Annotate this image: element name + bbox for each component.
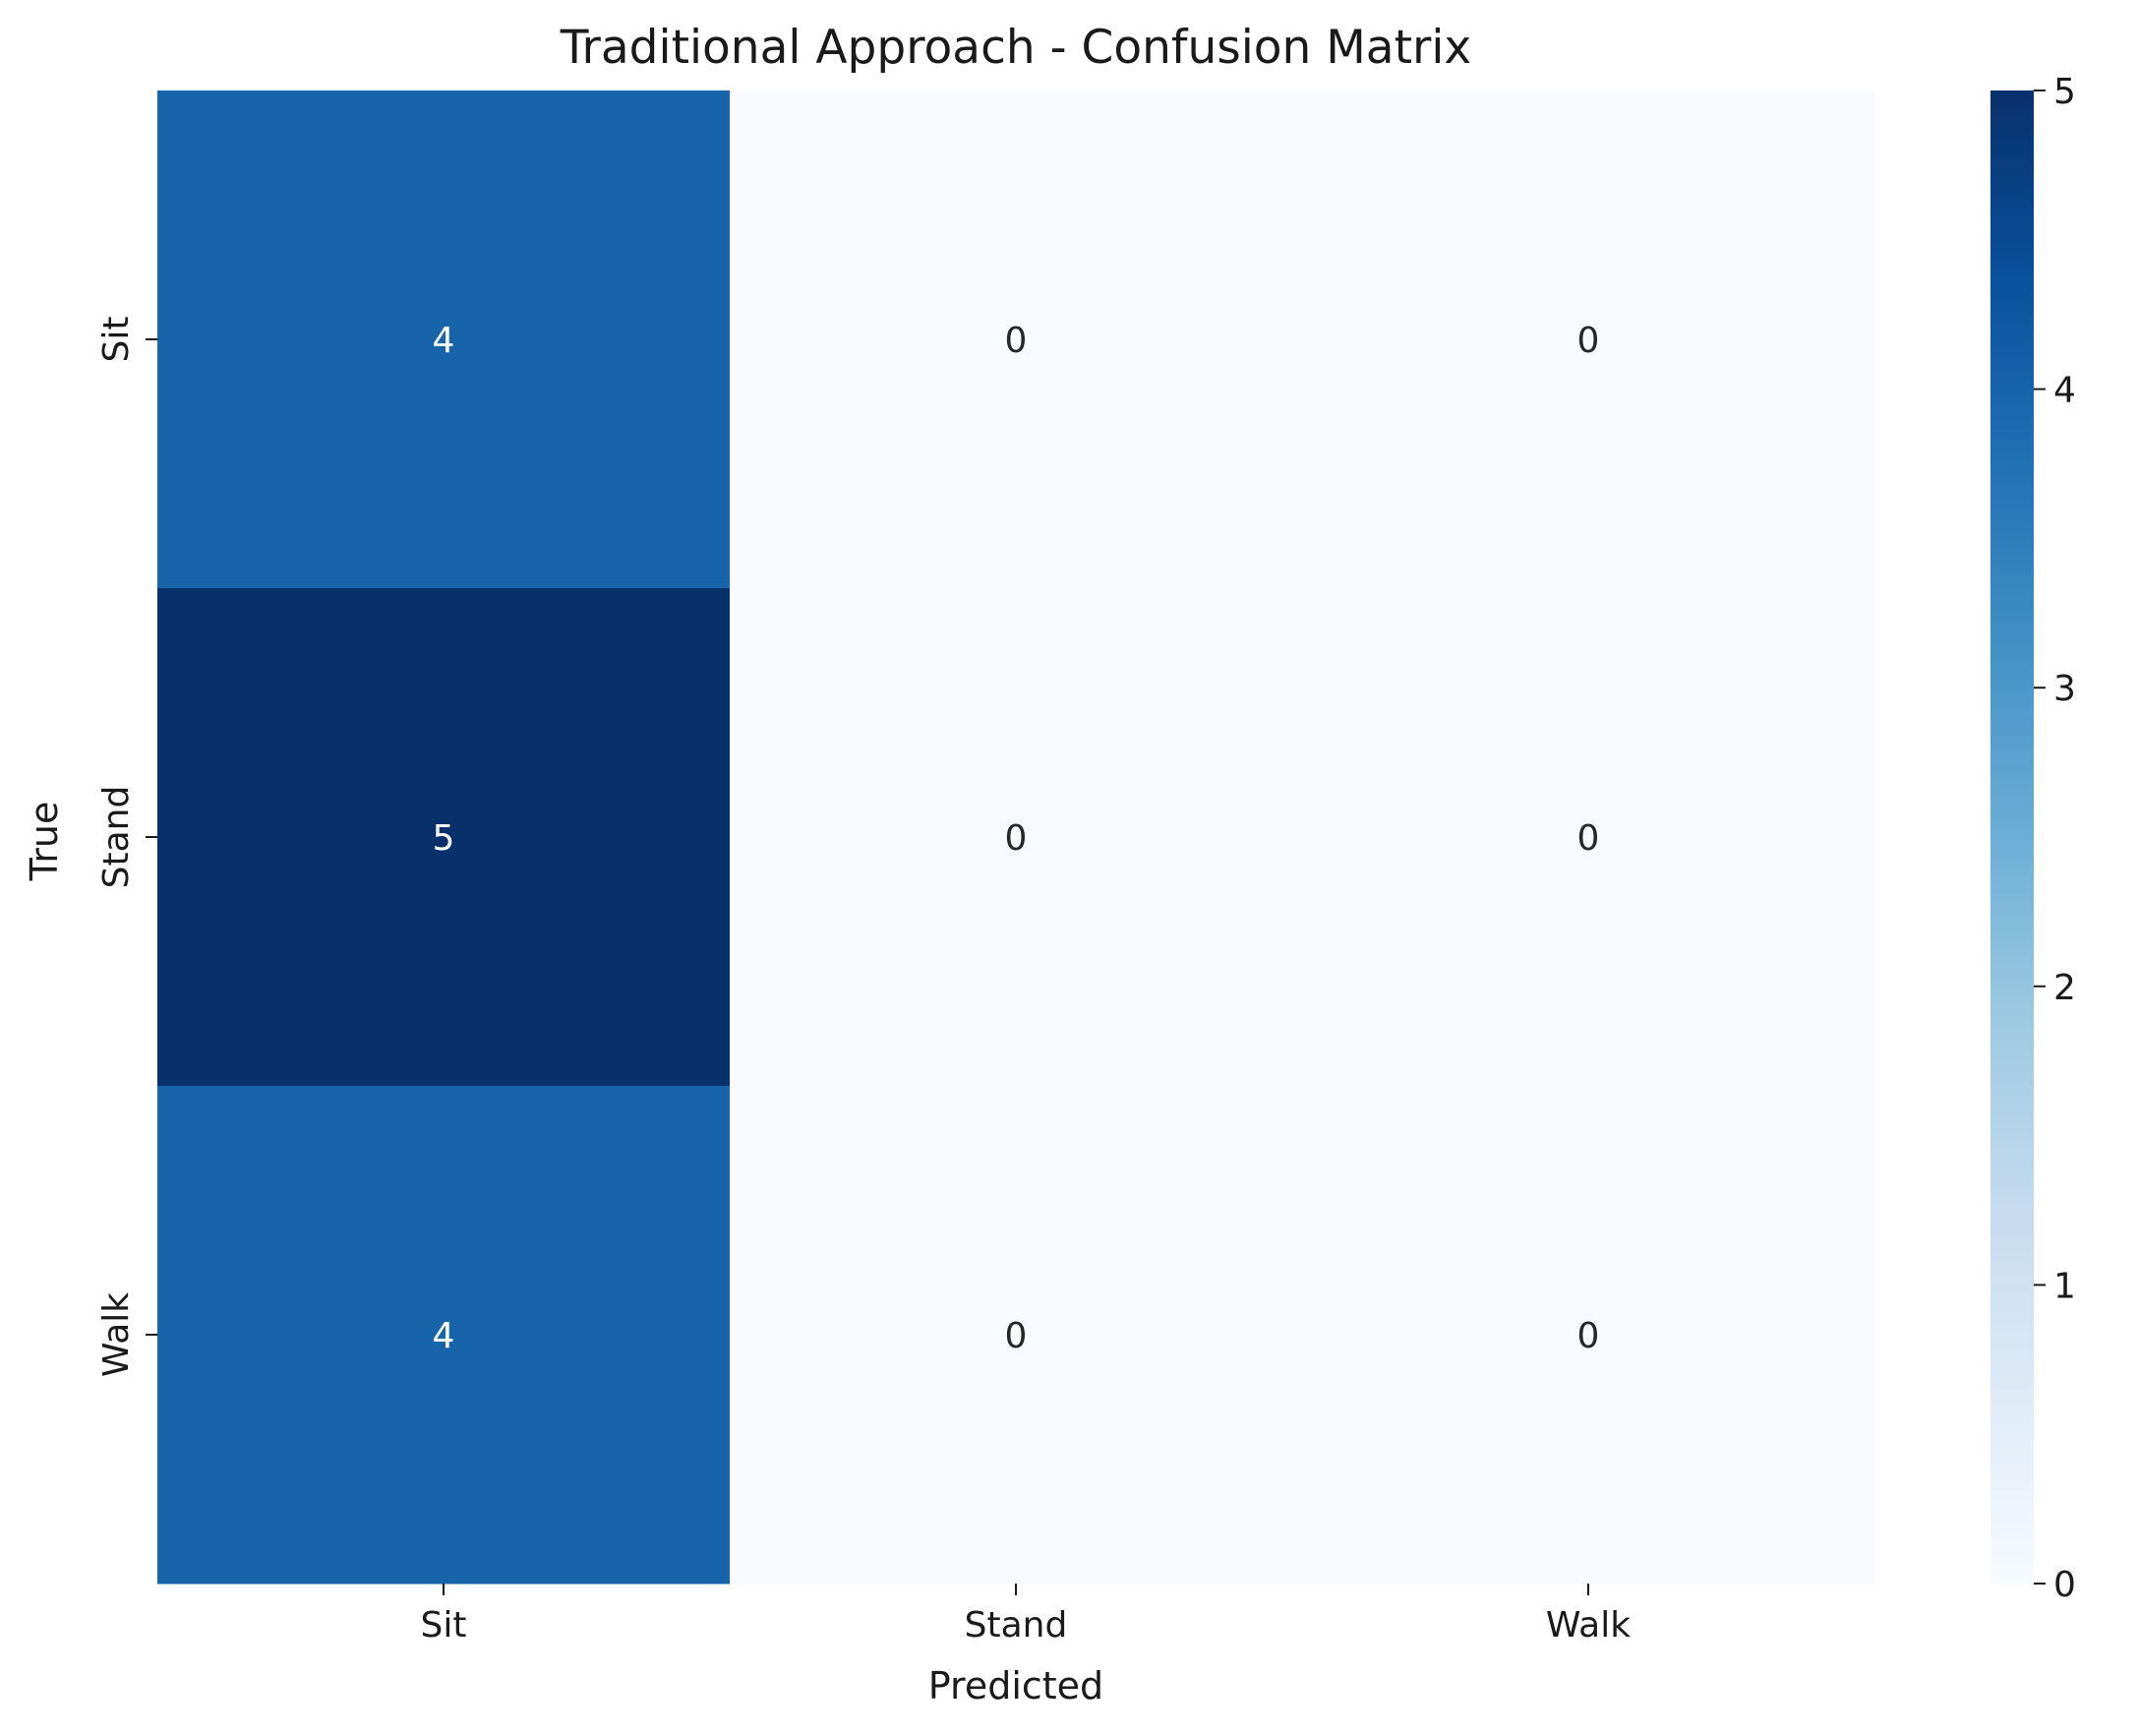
heatmap-cell (730, 1086, 1303, 1585)
heatmap-cell (1302, 1086, 1875, 1585)
heatmap-cell (1302, 90, 1875, 589)
chart-title: Traditional Approach - Confusion Matrix (560, 21, 1471, 75)
x-tick-label: Sit (421, 1605, 467, 1646)
cell-annotation: 0 (1577, 818, 1600, 859)
cell-annotation: 4 (433, 1316, 455, 1356)
x-tick-label: Stand (965, 1605, 1068, 1646)
heatmap-cell (1302, 588, 1875, 1087)
colorbar-tick-label: 0 (2053, 1565, 2076, 1605)
colorbar-tick-label: 2 (2053, 968, 2076, 1008)
y-tick-label: Sit (96, 317, 137, 363)
colorbar-tick-label: 5 (2053, 72, 2076, 112)
y-tick-label: Stand (96, 786, 137, 889)
y-axis-label: True (23, 802, 66, 882)
colorbar-tick-label: 4 (2053, 371, 2076, 411)
cell-annotation: 0 (1577, 321, 1600, 361)
x-axis-label: Predicted (928, 1664, 1103, 1707)
y-axis-ticks: Sit Stand Walk (96, 317, 157, 1377)
colorbar-tick-label: 1 (2053, 1266, 2076, 1306)
y-tick-label: Walk (96, 1292, 137, 1377)
heatmap-cell (157, 90, 731, 589)
heatmap-cell (730, 588, 1303, 1087)
cell-annotation: 0 (1005, 321, 1028, 361)
x-axis-ticks: Sit Stand Walk (421, 1584, 1631, 1646)
heatmap-cells (157, 90, 1875, 1585)
x-tick-label: Walk (1546, 1605, 1631, 1646)
heatmap-cell (730, 90, 1303, 589)
heatmap-cell (157, 1086, 731, 1585)
colorbar-tick-label: 3 (2053, 669, 2076, 709)
cell-annotation: 4 (433, 321, 455, 361)
cell-annotation: 5 (433, 818, 455, 859)
cell-annotation: 0 (1577, 1316, 1600, 1356)
colorbar-ticks: 0 1 2 3 4 5 (2034, 72, 2076, 1605)
heatmap-cell (157, 588, 731, 1087)
cell-annotation: 0 (1005, 1316, 1028, 1356)
cell-annotation: 0 (1005, 818, 1028, 859)
colorbar (1990, 90, 2034, 1584)
cell-annotations: 4 0 0 5 0 0 4 0 0 (433, 321, 1600, 1356)
